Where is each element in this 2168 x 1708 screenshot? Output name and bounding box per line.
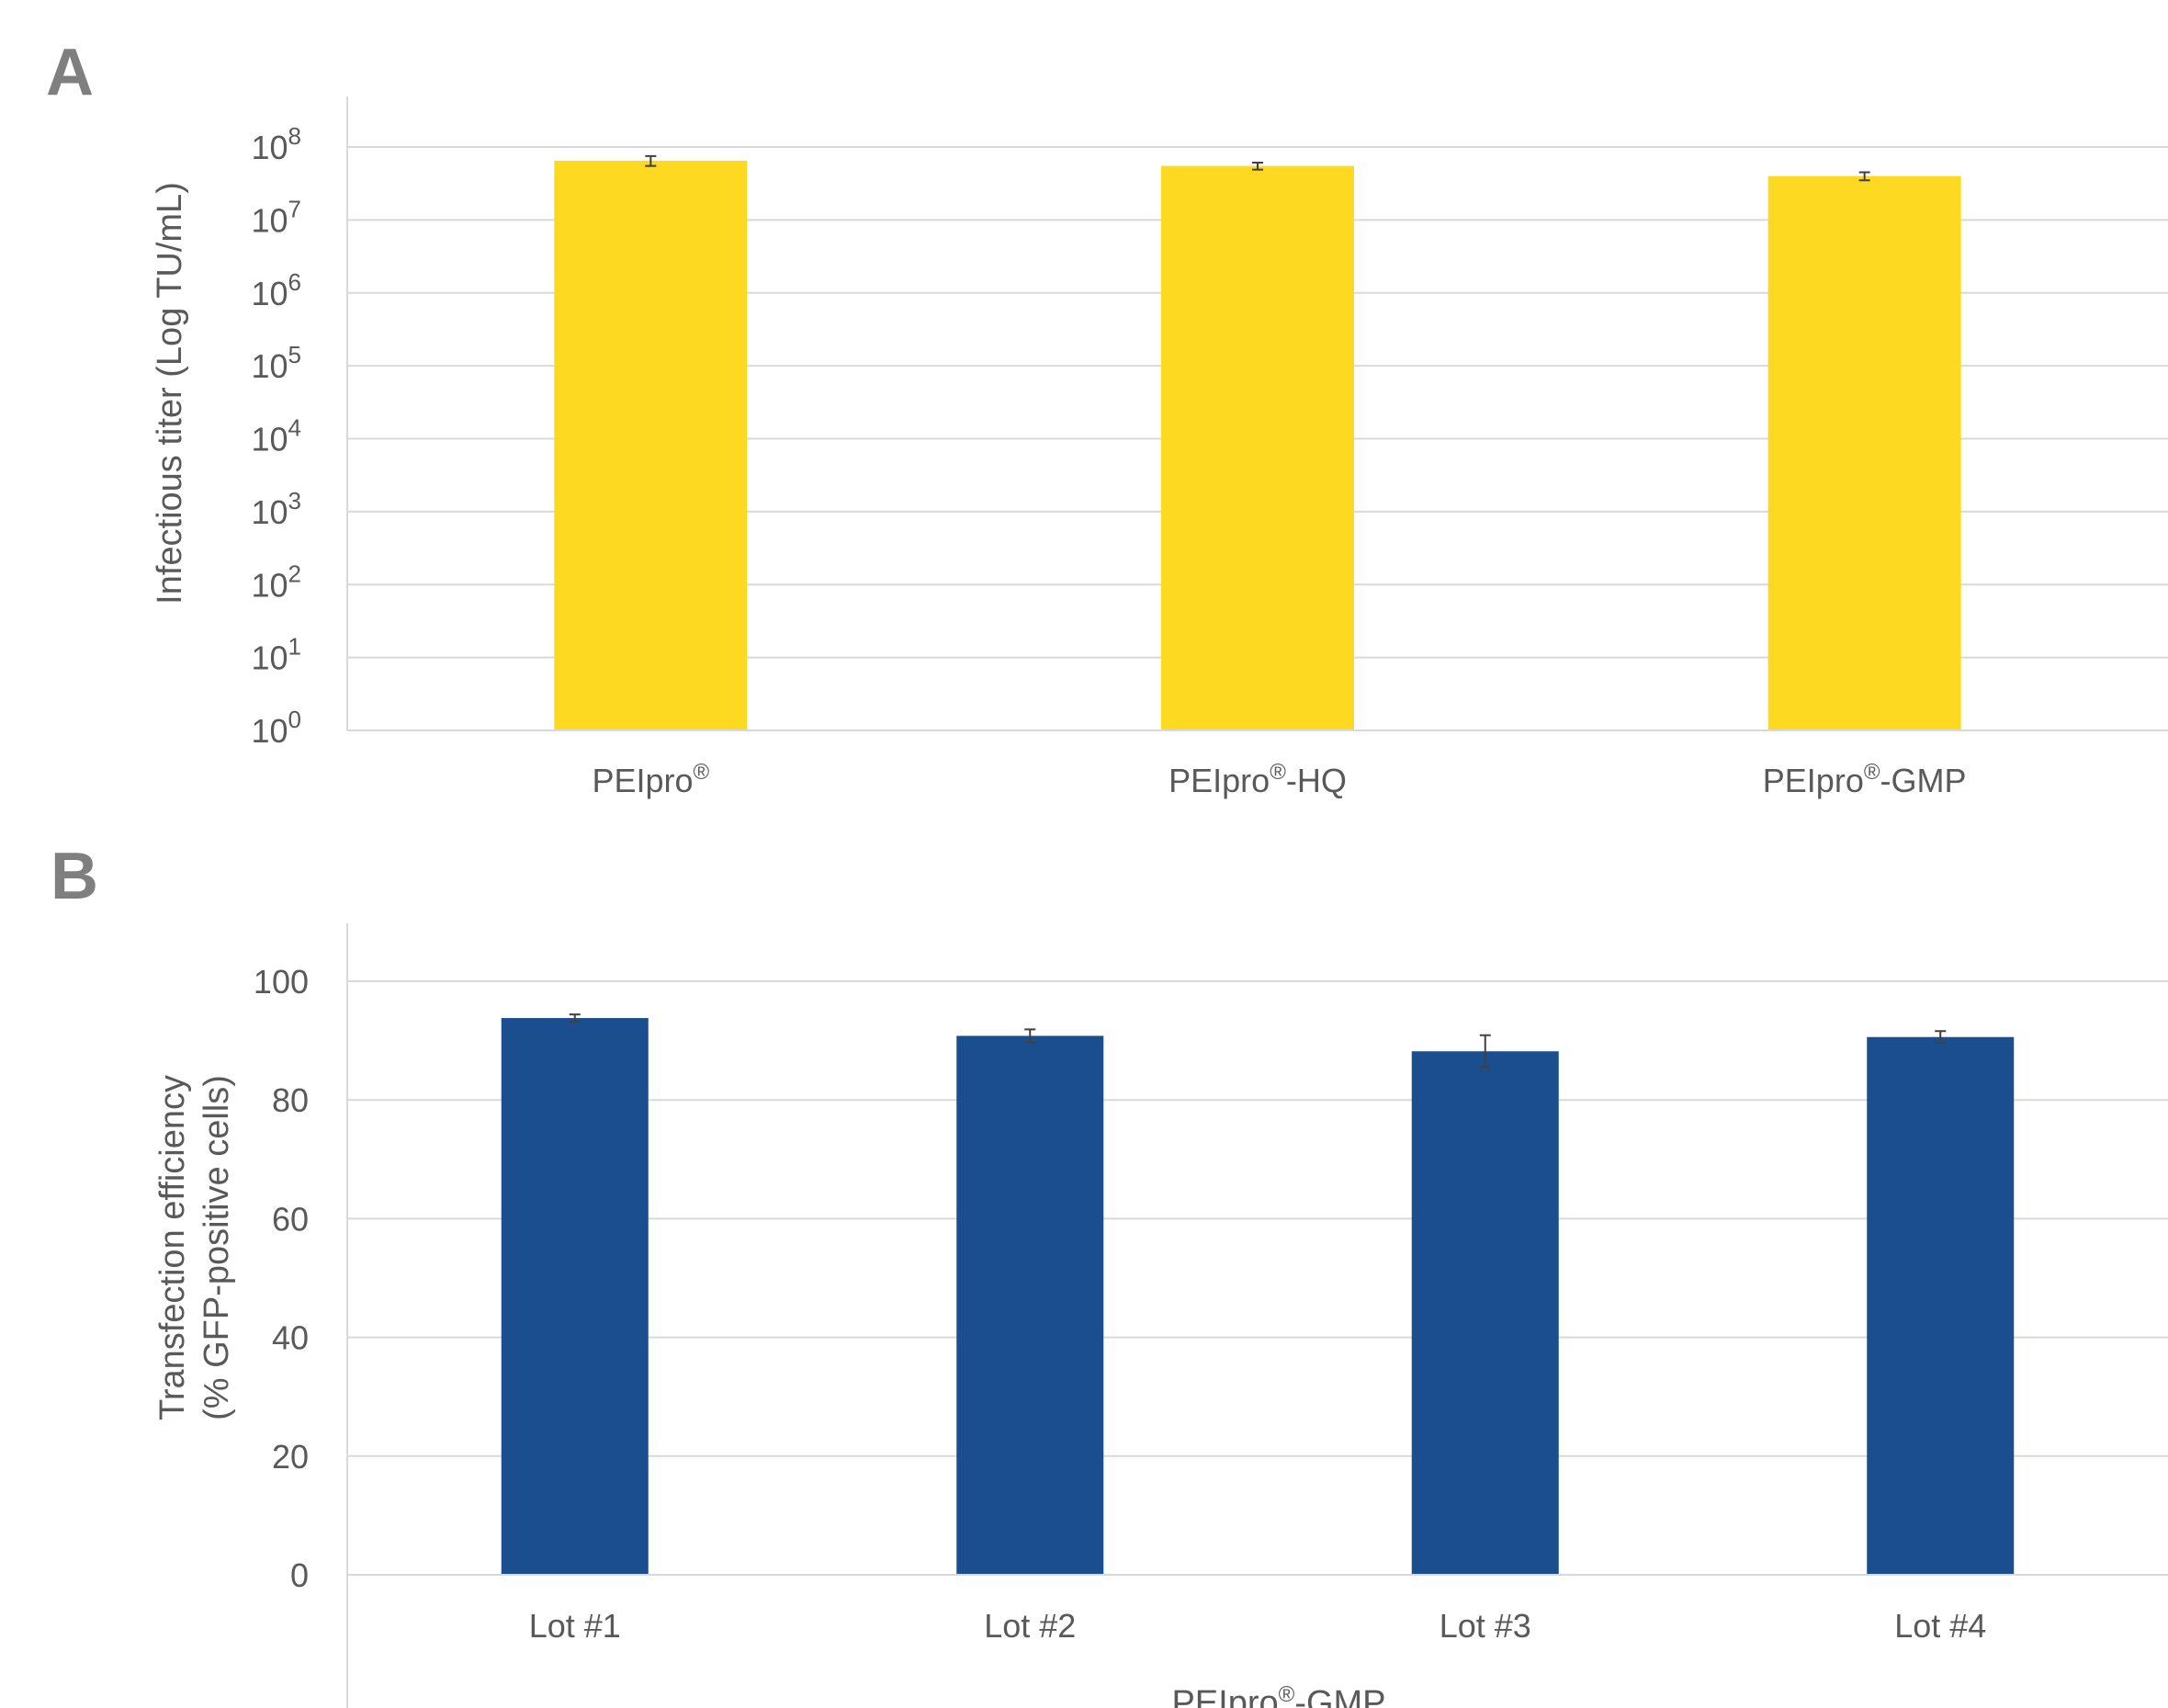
y-tick-label-a: 101	[251, 633, 301, 677]
error-bar-b	[1479, 1034, 1491, 1069]
y-tick-label-a: 104	[251, 414, 301, 458]
error-bar-a	[1858, 171, 1870, 182]
y-tick-label-a: 100	[251, 706, 301, 750]
error-bar-b	[569, 1013, 581, 1023]
bar-b	[501, 1018, 649, 1575]
panel-a-label: A	[46, 36, 94, 109]
y-tick-label-b: 80	[272, 1081, 309, 1119]
bar-a	[1161, 165, 1354, 731]
x-category-label-a: PEIpro®	[592, 760, 709, 799]
x-category-label-a: PEIpro®-GMP	[1763, 760, 1967, 799]
bar-a	[554, 160, 748, 731]
panel-b-chart: 0 20 40 60 80 100 Lot #1 Lot #2 Lot #3 Lot #4 PEIp…	[153, 923, 2168, 1708]
y-tick-label-b: 20	[272, 1438, 309, 1476]
bar-b	[1867, 1036, 2015, 1575]
x-category-label-b: Lot #3	[1440, 1607, 1531, 1645]
x-axis-title-b: PEIpro®-GMP	[1171, 1682, 1385, 1708]
x-category-label-b: Lot #2	[984, 1607, 1076, 1645]
x-category-label-b: Lot #4	[1894, 1607, 1986, 1645]
y-tick-label-a: 105	[251, 341, 301, 385]
y-tick-label-a: 107	[251, 195, 301, 239]
y-tick-label-a: 108	[251, 122, 301, 166]
panel-b-label: B	[51, 840, 98, 913]
error-bar-b	[1935, 1030, 1947, 1045]
error-bar-b	[1024, 1028, 1036, 1044]
y-tick-label-b: 40	[272, 1319, 309, 1357]
x-category-label-a: PEIpro®-HQ	[1169, 760, 1347, 799]
panel-a-chart: 100 101 102 103 104 105 106 107 108 PEIpro® PEIpro…	[151, 96, 2168, 799]
y-tick-label-a: 103	[251, 487, 301, 531]
y-axis-title-a: Infectious titer (Log TU/mL)	[151, 182, 189, 605]
x-category-label-b: Lot #1	[529, 1607, 621, 1645]
y-tick-label-a: 102	[251, 560, 301, 604]
bar-b	[1411, 1051, 1559, 1575]
y-axis-title-b: Transfection efficiency (% GFP-positive c…	[153, 1075, 236, 1420]
error-bar-a	[1252, 162, 1263, 171]
y-tick-label-b: 60	[272, 1200, 309, 1238]
bar-b	[956, 1035, 1104, 1575]
y-tick-label-a: 106	[251, 268, 301, 312]
error-bar-a	[645, 154, 657, 167]
y-tick-label-b: 100	[254, 963, 309, 1001]
bar-a	[1767, 175, 1961, 730]
y-tick-label-b: 0	[290, 1556, 309, 1594]
